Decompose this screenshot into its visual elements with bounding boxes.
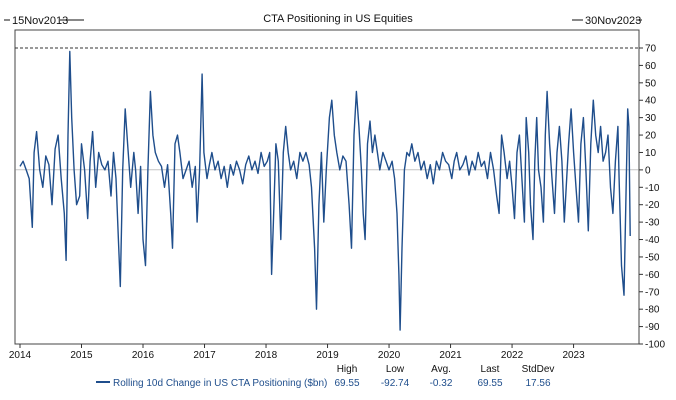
y-tick-label: -20 xyxy=(645,200,660,211)
y-tick-label: -100 xyxy=(645,340,665,351)
x-tick-label: 2022 xyxy=(501,350,524,361)
y-tick-label: 20 xyxy=(645,131,657,142)
x-axis: 2014 2015 2016 2017 2018 2019 2020 2021 2022 2023 xyxy=(9,344,585,361)
stat-value-stddev: 17.56 xyxy=(525,378,550,389)
x-tick-label: 2020 xyxy=(378,350,401,361)
y-tick-label: -70 xyxy=(645,287,660,298)
stats-table: High Low Avg. Last StdDev 69.55 -92.74 -… xyxy=(334,364,554,389)
y-axis: 70 60 50 40 30 20 10 0 -10 -20 -30 -40 -50 -60 -70 -80 -… xyxy=(639,44,665,351)
series-line xyxy=(19,50,631,331)
x-tick-label: 2018 xyxy=(255,350,278,361)
stat-header-last: Last xyxy=(481,364,500,375)
start-date-label: 15Nov2013 xyxy=(12,15,68,27)
y-tick-label: -40 xyxy=(645,235,660,246)
y-tick-label: -50 xyxy=(645,252,660,263)
stat-header-avg: Avg. xyxy=(431,364,451,375)
y-tick-label: -80 xyxy=(645,305,660,316)
x-tick-label: 2021 xyxy=(439,350,462,361)
y-tick-label: 10 xyxy=(645,148,657,159)
plot-frame xyxy=(14,29,640,345)
stat-value-high: 69.55 xyxy=(334,378,359,389)
x-tick-label: 2019 xyxy=(316,350,339,361)
x-tick-label: 2023 xyxy=(562,350,585,361)
y-tick-label: 60 xyxy=(645,61,657,72)
legend-label: Rolling 10d Change in US CTA Positioning… xyxy=(113,378,327,389)
stat-header-high: High xyxy=(337,364,358,375)
end-date-label: 30Nov2023 xyxy=(585,15,641,27)
y-tick-label: 40 xyxy=(645,96,657,107)
stat-value-low: -92.74 xyxy=(381,378,410,389)
y-tick-label: -10 xyxy=(645,183,660,194)
y-tick-label: 30 xyxy=(645,113,657,124)
x-tick-label: 2017 xyxy=(193,350,216,361)
y-tick-label: 50 xyxy=(645,78,657,89)
chart-title: CTA Positioning in US Equities xyxy=(263,13,413,25)
stat-value-avg: -0.32 xyxy=(430,378,453,389)
x-tick-label: 2015 xyxy=(70,350,93,361)
x-tick-label: 2014 xyxy=(9,350,32,361)
series-group xyxy=(19,50,631,331)
y-tick-label: -30 xyxy=(645,218,660,229)
y-tick-label: -90 xyxy=(645,322,660,333)
y-tick-label: 70 xyxy=(645,44,657,55)
stat-header-stddev: StdDev xyxy=(522,364,555,375)
stat-value-last: 69.55 xyxy=(477,378,502,389)
y-tick-label: -60 xyxy=(645,270,660,281)
x-tick-label: 2016 xyxy=(132,350,155,361)
y-tick-label: 0 xyxy=(645,165,651,176)
stat-header-low: Low xyxy=(386,364,405,375)
